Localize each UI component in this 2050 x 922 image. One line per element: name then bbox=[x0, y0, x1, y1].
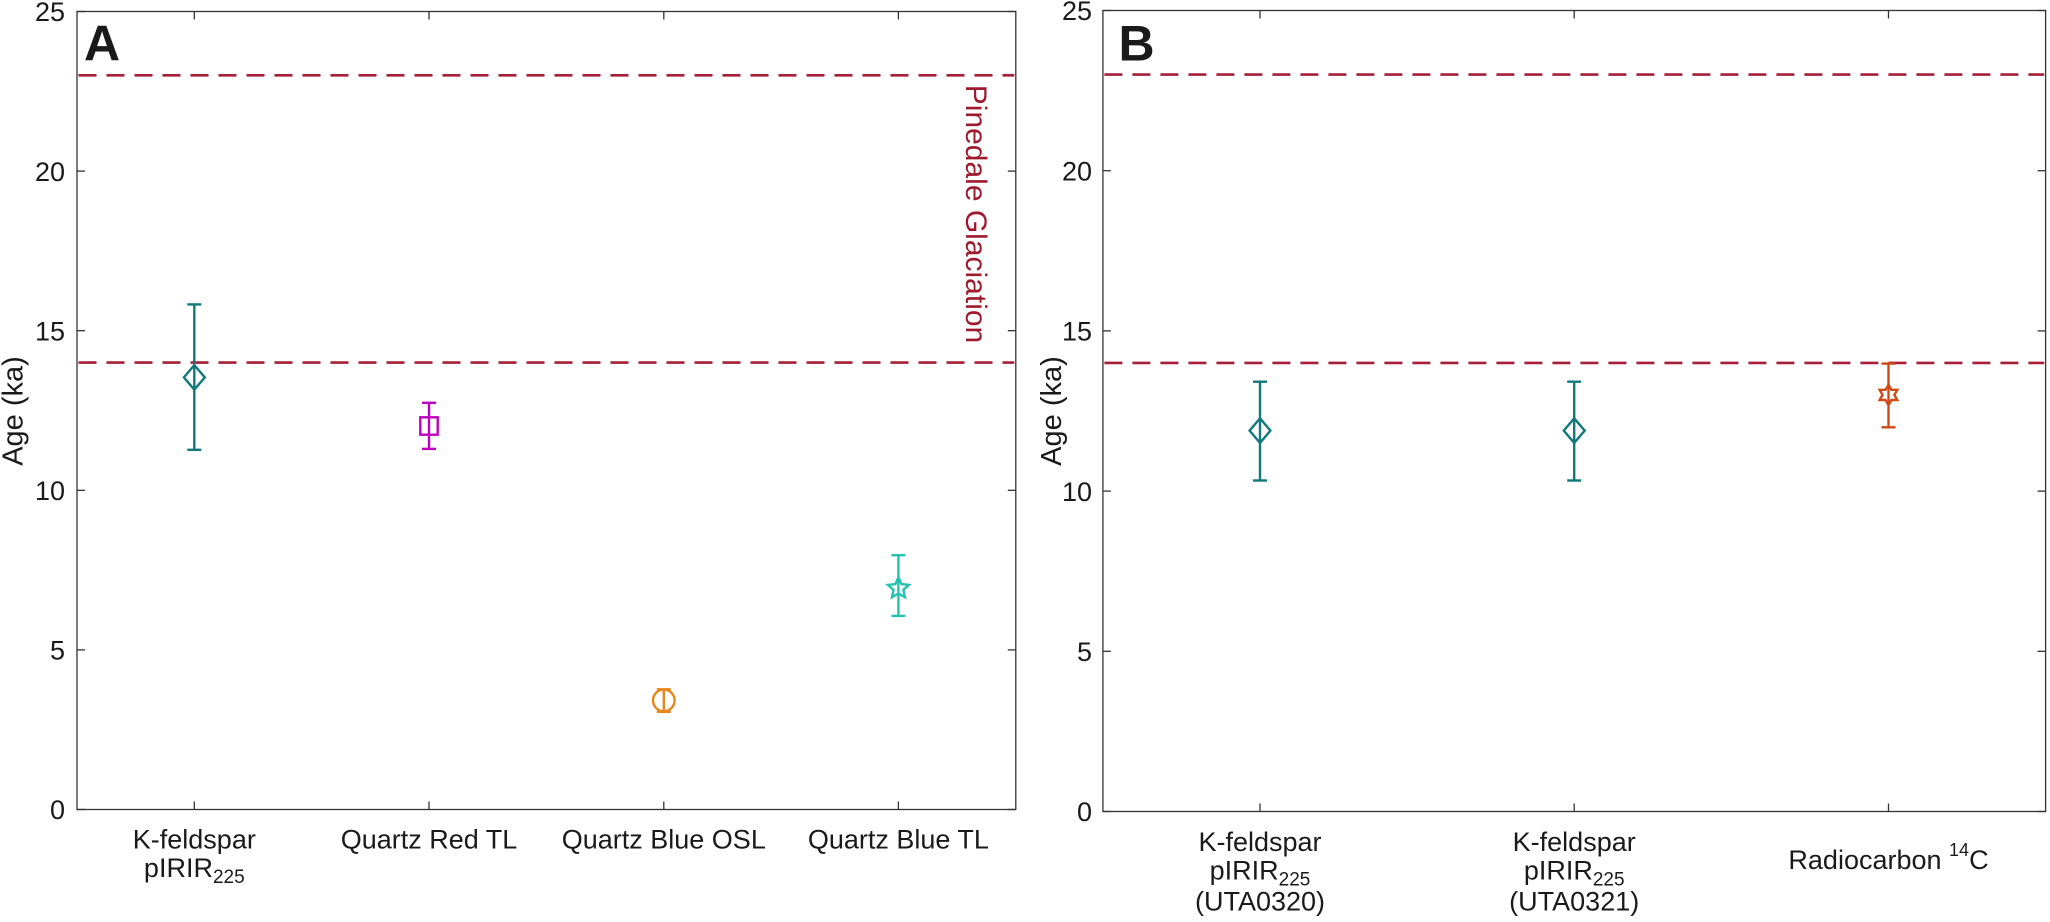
svg-text:15: 15 bbox=[35, 316, 65, 346]
svg-text:(UTA0320): (UTA0320) bbox=[1195, 887, 1325, 917]
svg-text:pIRIR225: pIRIR225 bbox=[1210, 856, 1311, 891]
svg-text:10: 10 bbox=[1062, 477, 1092, 507]
svg-text:Age (ka): Age (ka) bbox=[0, 356, 30, 466]
svg-text:25: 25 bbox=[1062, 0, 1092, 26]
svg-text:A: A bbox=[84, 16, 120, 72]
svg-text:B: B bbox=[1119, 16, 1155, 72]
svg-text:0: 0 bbox=[50, 795, 65, 825]
svg-text:K-feldspar: K-feldspar bbox=[1198, 827, 1321, 857]
svg-text:5: 5 bbox=[1077, 637, 1092, 667]
svg-text:Quartz Red TL: Quartz Red TL bbox=[341, 825, 518, 855]
svg-text:20: 20 bbox=[1062, 156, 1092, 186]
svg-text:0: 0 bbox=[1077, 797, 1092, 827]
svg-text:(UTA0321): (UTA0321) bbox=[1509, 887, 1639, 917]
svg-text:Quartz Blue TL: Quartz Blue TL bbox=[808, 825, 989, 855]
svg-text:Quartz Blue OSL: Quartz Blue OSL bbox=[562, 825, 766, 855]
svg-text:15: 15 bbox=[1062, 317, 1092, 347]
svg-text:20: 20 bbox=[35, 157, 65, 187]
svg-text:Age (ka): Age (ka) bbox=[1036, 356, 1068, 466]
svg-text:10: 10 bbox=[35, 476, 65, 506]
svg-text:5: 5 bbox=[50, 636, 65, 666]
svg-text:25: 25 bbox=[35, 0, 65, 27]
svg-text:K-feldspar: K-feldspar bbox=[1513, 827, 1636, 857]
svg-text:pIRIR225: pIRIR225 bbox=[144, 853, 245, 888]
svg-text:K-feldspar: K-feldspar bbox=[133, 825, 256, 855]
svg-text:Pinedale Glaciation: Pinedale Glaciation bbox=[959, 85, 992, 344]
